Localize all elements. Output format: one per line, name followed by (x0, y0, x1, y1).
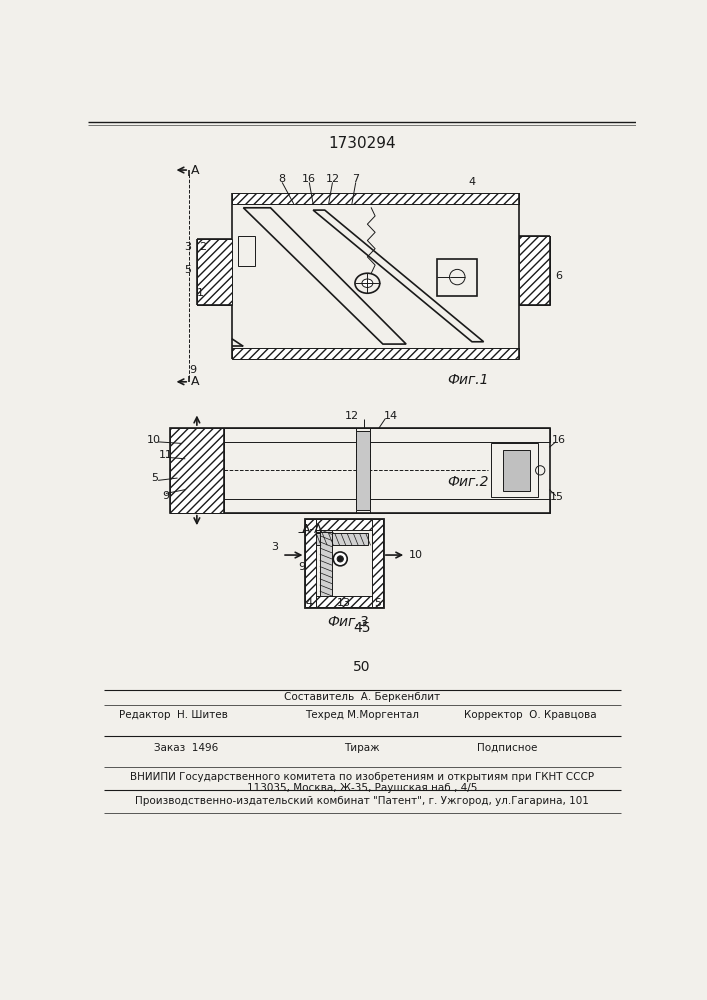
Bar (491, 443, 538, 497)
Text: 14: 14 (384, 411, 398, 421)
Text: 5: 5 (374, 598, 381, 608)
Text: Корректор  О. Кравцова: Корректор О. Кравцова (464, 710, 597, 720)
Text: 12: 12 (345, 411, 359, 421)
Bar (437, 259, 477, 296)
Text: 7: 7 (352, 174, 359, 184)
Text: Редактор  Н. Шитев: Редактор Н. Шитев (119, 710, 228, 720)
Text: 45: 45 (354, 621, 370, 635)
Text: Заказ  1496: Заказ 1496 (154, 743, 218, 753)
Bar (356, 431, 370, 510)
Bar (518, 235, 549, 305)
Text: Фиг.3: Фиг.3 (327, 615, 369, 629)
Bar (197, 239, 232, 305)
Text: 16: 16 (303, 174, 316, 184)
Text: А-А: А-А (303, 523, 324, 536)
Text: 11: 11 (159, 450, 173, 460)
Bar (372, 519, 383, 607)
Bar (305, 519, 383, 607)
Text: Техред М.Моргентал: Техред М.Моргентал (305, 710, 419, 720)
Bar (224, 428, 549, 442)
Text: 3: 3 (184, 242, 191, 252)
Text: 113035, Москва, Ж-35, Раушская наб., 4/5: 113035, Москва, Ж-35, Раушская наб., 4/5 (247, 783, 477, 793)
Bar (232, 193, 518, 204)
Text: 16: 16 (551, 435, 566, 445)
Ellipse shape (362, 279, 373, 287)
Text: 5: 5 (184, 265, 191, 275)
Text: 13: 13 (337, 598, 351, 608)
Text: 5: 5 (151, 473, 158, 483)
Text: 2: 2 (199, 242, 206, 252)
Text: 9: 9 (163, 491, 170, 501)
Text: 4: 4 (305, 598, 312, 608)
Text: Подписное: Подписное (477, 743, 537, 753)
Bar (224, 499, 549, 513)
Text: 10: 10 (409, 550, 422, 560)
Text: 9: 9 (298, 562, 305, 572)
Text: 4: 4 (469, 177, 476, 187)
Text: 1: 1 (197, 288, 204, 298)
Text: ВНИИПИ Государственного комитета по изобретениям и открытиям при ГКНТ СССР: ВНИИПИ Государственного комитета по изоб… (130, 772, 594, 782)
Text: Тираж: Тираж (344, 743, 380, 753)
Text: 9: 9 (189, 365, 197, 375)
Text: А: А (191, 375, 199, 388)
Bar (170, 428, 224, 513)
Text: Фиг.1: Фиг.1 (448, 373, 489, 387)
Bar (232, 348, 518, 359)
Bar (170, 428, 549, 513)
Text: Производственно-издательский комбинат "Патент", г. Ужгород, ул.Гагарина, 101: Производственно-издательский комбинат "П… (135, 796, 589, 806)
Circle shape (337, 556, 344, 562)
Text: А: А (191, 164, 199, 177)
Text: 10: 10 (147, 435, 161, 445)
Text: 12: 12 (325, 174, 339, 184)
Text: 6: 6 (555, 271, 562, 281)
Text: 3: 3 (271, 542, 278, 552)
Bar (305, 519, 383, 530)
Circle shape (333, 552, 347, 566)
Text: 8: 8 (279, 174, 286, 184)
Bar (305, 519, 316, 607)
Bar (238, 235, 255, 266)
Text: Составитель  А. Беркенблит: Составитель А. Беркенблит (284, 692, 440, 702)
Text: Фиг.2: Фиг.2 (448, 475, 489, 489)
Polygon shape (316, 533, 368, 545)
Text: 15: 15 (550, 492, 564, 502)
Text: 50: 50 (354, 660, 370, 674)
Bar (305, 596, 383, 607)
Polygon shape (320, 530, 332, 597)
Bar (503, 450, 530, 491)
Text: 1730294: 1730294 (328, 136, 396, 151)
